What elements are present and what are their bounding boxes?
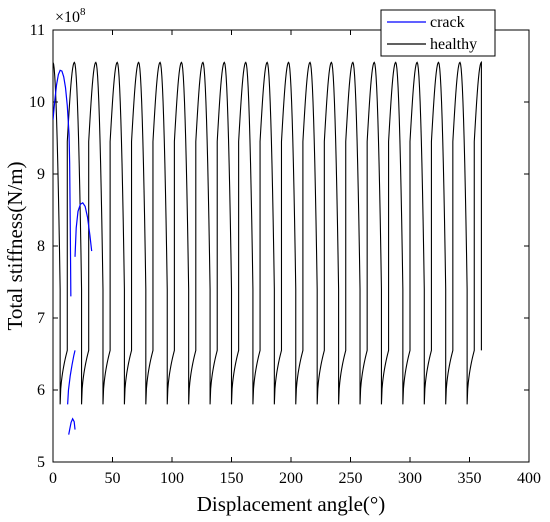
x-tick-label: 50 xyxy=(105,470,121,487)
series-crack-line xyxy=(67,350,76,405)
legend: crack healthy xyxy=(380,9,496,57)
x-tick-label: 350 xyxy=(458,470,482,487)
y-tick-label: 6 xyxy=(37,382,45,399)
x-tick-label: 0 xyxy=(49,470,57,487)
x-tick-label: 250 xyxy=(339,470,363,487)
axis-ticks xyxy=(52,29,530,463)
x-tick-label: 400 xyxy=(517,470,541,487)
x-tick-label: 200 xyxy=(279,470,303,487)
y-tick-label: 10 xyxy=(29,94,45,111)
y-tick-label: 7 xyxy=(37,310,45,327)
series-crack-line xyxy=(53,69,72,297)
x-axis-label: Displacement angle(°) xyxy=(197,492,386,516)
tick-labels: 0 50 100 150 200 250 300 350 400 5 6 7 8 9 10 11 xyxy=(29,22,541,487)
y-axis-label: Total stiffness(N/m) xyxy=(3,161,27,330)
x-tick-label: 300 xyxy=(398,470,422,487)
x-tick-label: 100 xyxy=(160,470,184,487)
y-tick-label: 9 xyxy=(37,166,45,183)
y-tick-label: 8 xyxy=(37,238,45,255)
y-multiplier-label: ×108 xyxy=(55,6,86,26)
plot-lines xyxy=(53,60,482,435)
legend-box xyxy=(380,9,496,57)
series-healthy-line xyxy=(53,60,482,405)
legend-label-crack: crack xyxy=(430,14,465,31)
y-tick-label: 5 xyxy=(37,454,45,471)
y-tick-label: 11 xyxy=(30,22,45,39)
series-crack-line xyxy=(68,417,76,435)
series-crack-line xyxy=(74,201,93,257)
legend-label-healthy: healthy xyxy=(430,36,477,53)
x-tick-label: 150 xyxy=(220,470,244,487)
